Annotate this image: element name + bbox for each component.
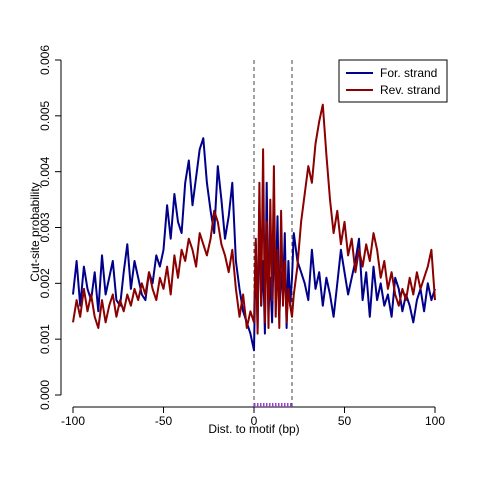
y-tick-label: 0.005 (38, 100, 52, 130)
legend-label-rev-strand: Rev. strand (380, 83, 440, 97)
x-tick-label: 50 (338, 414, 352, 428)
y-axis-label: Cut-site probability (28, 182, 42, 281)
x-tick-label: -50 (155, 414, 173, 428)
y-tick-label: 0.001 (38, 324, 52, 354)
legend: For. strand Rev. strand (339, 60, 447, 102)
x-tick-label: 100 (425, 414, 445, 428)
y-tick-label: 0.006 (38, 45, 52, 75)
y-tick-label: 0.004 (38, 156, 52, 186)
legend-label-for-strand: For. strand (380, 66, 437, 80)
x-axis-label: Dist. to motif (bp) (208, 422, 299, 436)
x-tick-label: -100 (61, 414, 85, 428)
y-tick-label: 0.000 (38, 380, 52, 410)
